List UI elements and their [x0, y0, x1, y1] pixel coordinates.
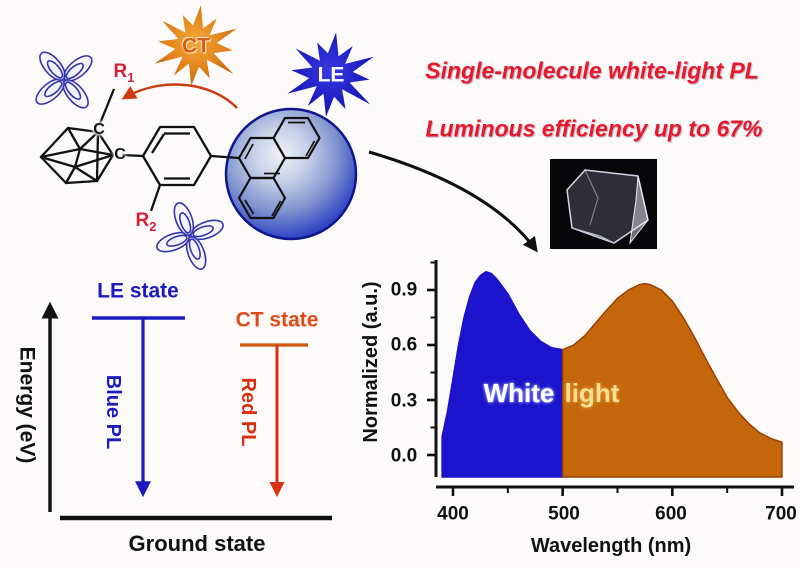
blue-LE-emission-band [441, 270, 564, 478]
carbon2-label: C [114, 146, 126, 163]
anthracene-sphere [210, 107, 358, 241]
headline-line1: Single-molecule white-light PL [425, 57, 759, 84]
spectrum-ticks [427, 261, 784, 496]
ct-transfer-arrow [121, 83, 238, 109]
r1-label: R1 [114, 62, 135, 84]
headline-line2: Luminous efficiency up to 67% [425, 115, 763, 142]
red-pl-label: Red PL [237, 377, 259, 447]
ytick-0.3: 0.3 [390, 390, 418, 412]
orange-CT-emission-band [561, 282, 783, 478]
carbon1-label: C [93, 121, 105, 138]
le-starburst [287, 32, 374, 117]
spectrum-axes [434, 260, 794, 489]
ytick-0.9: 0.9 [390, 279, 418, 301]
spectrum-ylabel: Normalized (a.u.) [360, 281, 382, 443]
ground-state-label: Ground state [128, 531, 266, 556]
energy-axis-label: Energy (eV) [15, 346, 39, 464]
xtick-500: 500 [548, 503, 580, 525]
crystal-photo [550, 159, 657, 249]
ct-starburst [154, 5, 237, 86]
r2-base: R [135, 210, 150, 232]
r1-sub: 1 [127, 69, 135, 85]
r1-base: R [113, 61, 128, 83]
blue-pl-label: Blue PL [102, 374, 124, 450]
r2-sub: 2 [149, 218, 157, 234]
spectrum-xlabel: Wavelength (nm) [530, 535, 692, 557]
ytick-0.6: 0.6 [390, 334, 418, 356]
carborane-cage [39, 126, 115, 185]
arrow-to-spectrum [368, 150, 538, 253]
xtick-600: 600 [655, 503, 687, 525]
r2-label: R2 [136, 211, 157, 233]
xtick-700: 700 [765, 503, 797, 525]
ct-state-label: CT state [235, 308, 319, 332]
orbital-lobes-bottom-icon [156, 202, 224, 270]
orbital-lobes-top-icon [35, 51, 93, 109]
ct-badge-label: CT [182, 34, 210, 58]
energy-diagram [41, 301, 332, 521]
xtick-400: 400 [437, 503, 469, 525]
ytick-0.0: 0.0 [390, 445, 418, 467]
white-light-word1: White [483, 378, 555, 408]
le-state-label: LE state [97, 279, 179, 303]
white-light-word2: light [564, 378, 620, 408]
spectrum-fills [441, 270, 783, 478]
phenyl-ring [97, 88, 213, 212]
le-badge-label: LE [317, 63, 345, 87]
